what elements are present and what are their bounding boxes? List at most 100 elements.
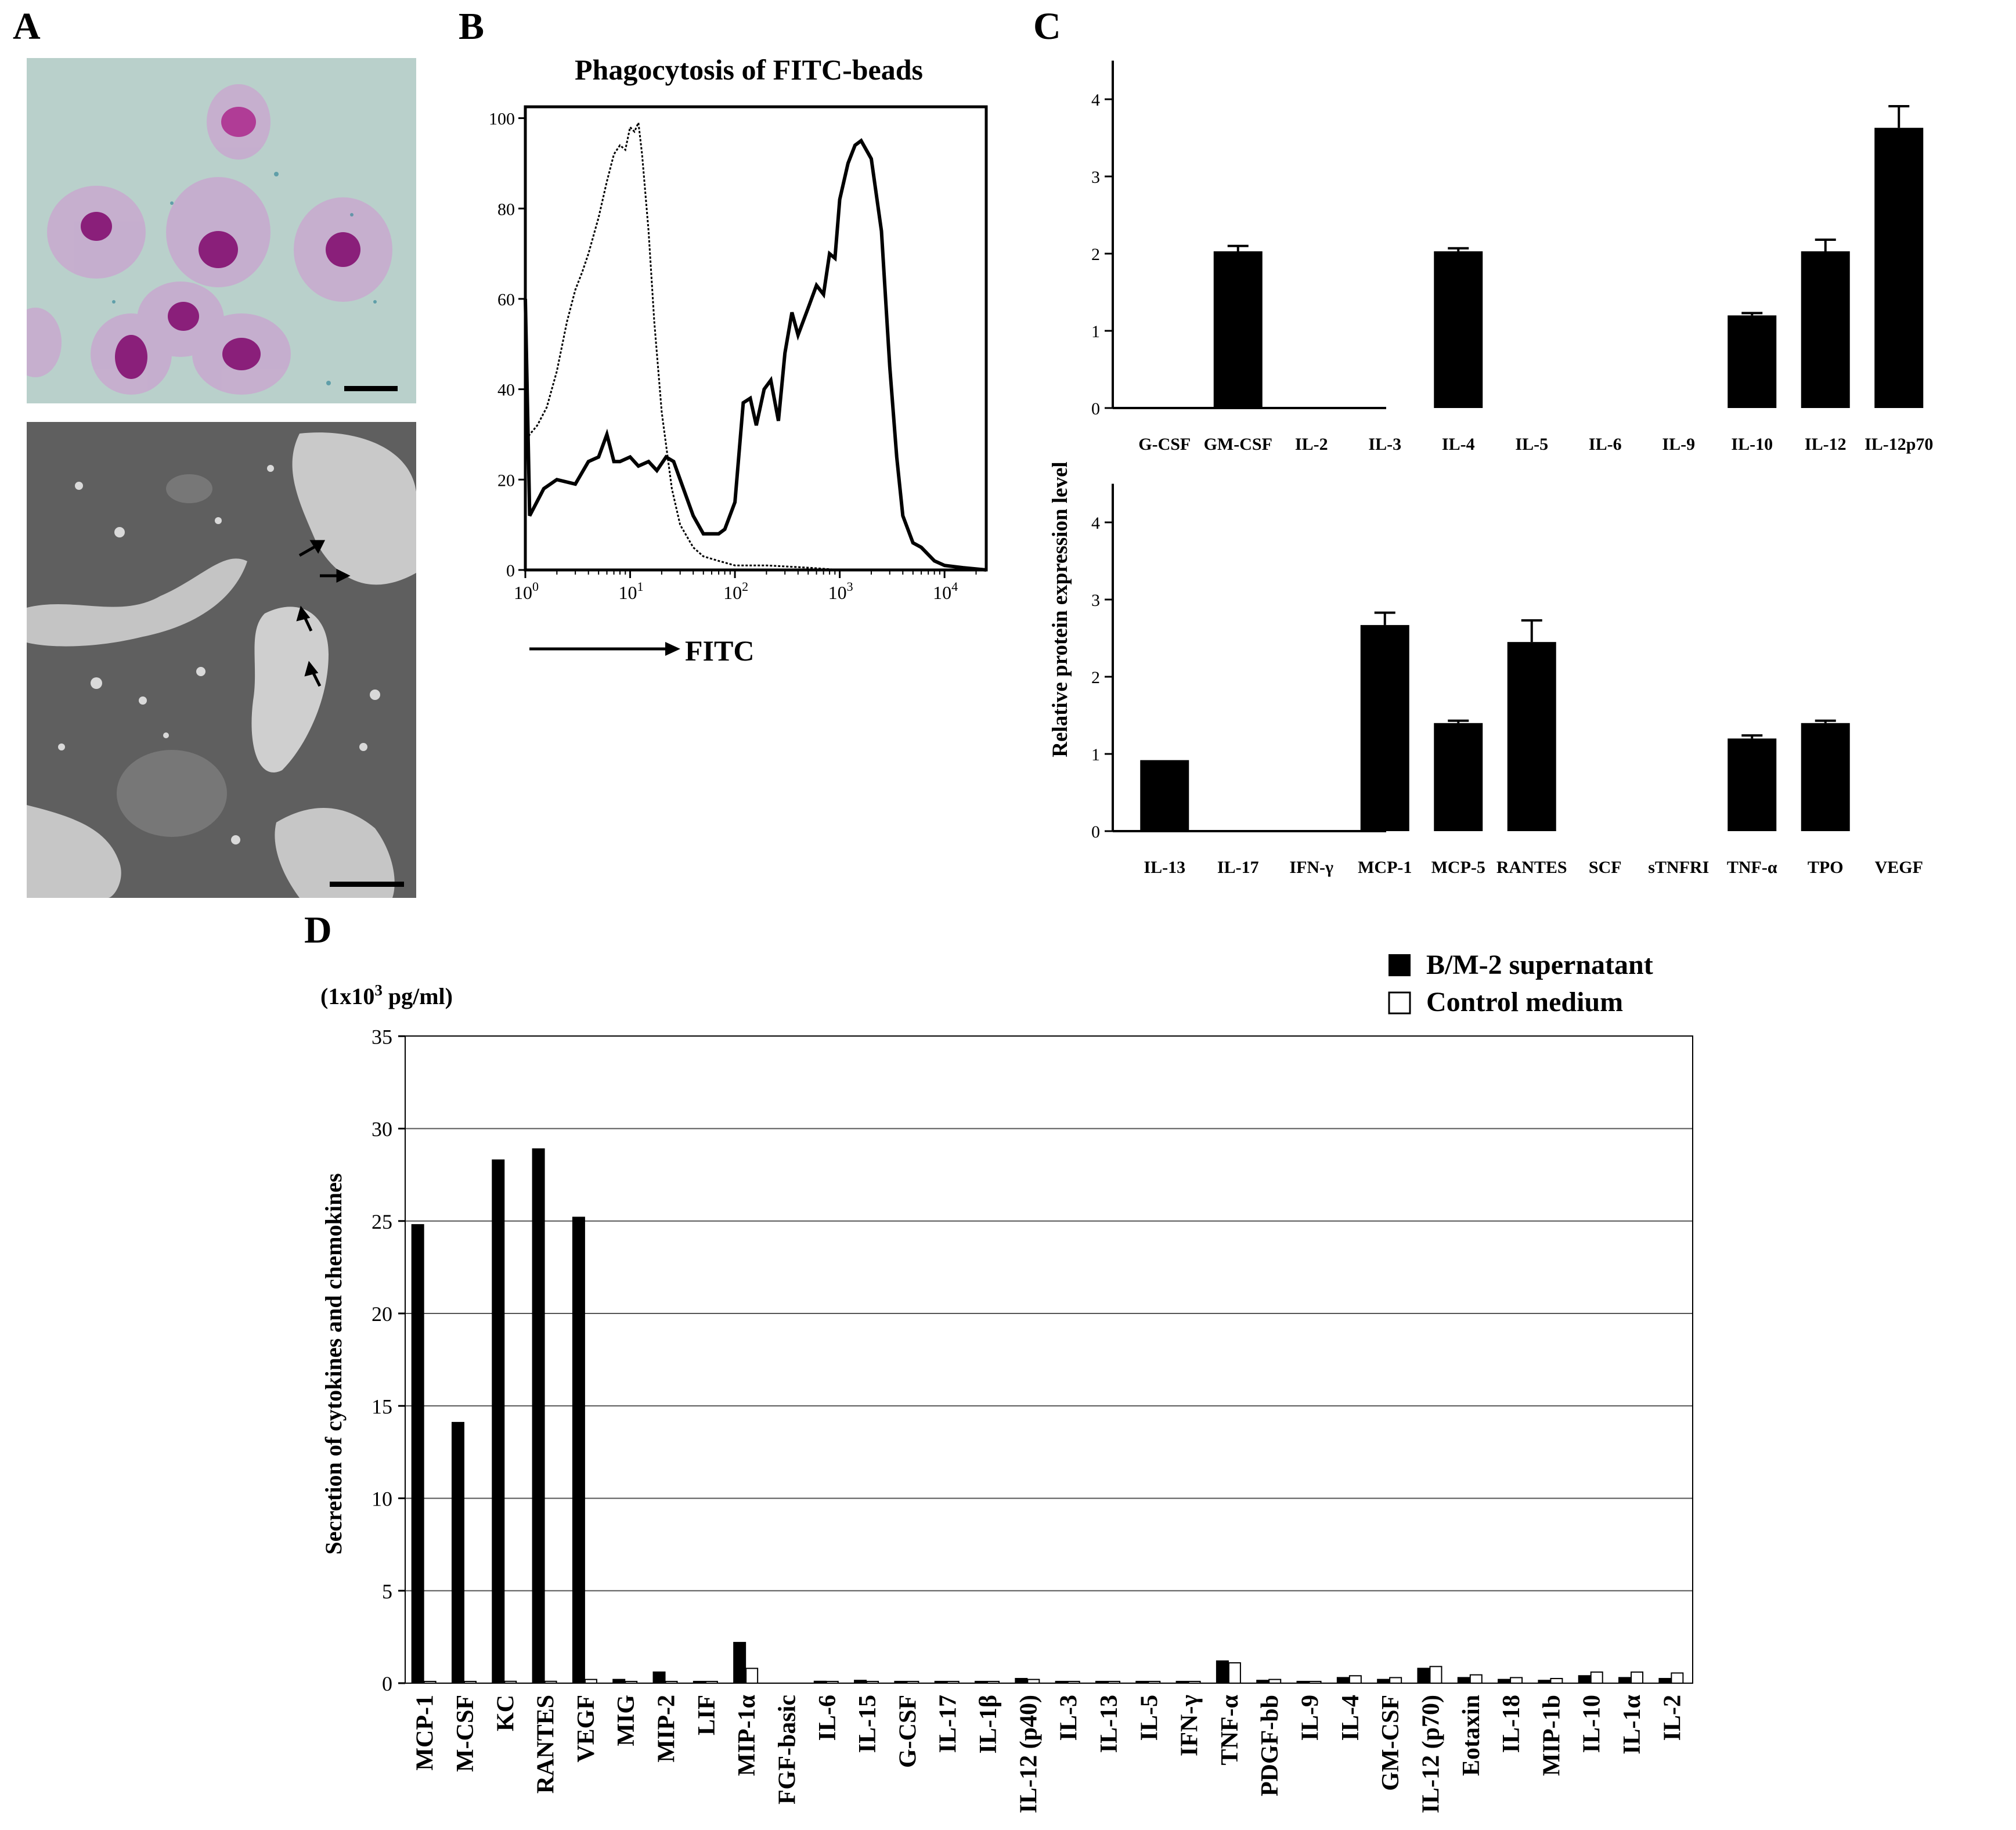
d-category-label: MIP-2 (654, 1695, 680, 1763)
histogram-y-tick-label: 0 (506, 561, 515, 580)
d-category-label: IL-5 (1136, 1695, 1163, 1741)
d-y-tick-label: 20 (372, 1302, 392, 1326)
c-category-label: IL-9 (1662, 435, 1695, 454)
d-bar-control (1550, 1678, 1563, 1684)
panel-label-d: D (304, 909, 332, 951)
d-category-label: IL-1β (975, 1695, 1002, 1753)
d-category-label: MCP-1 (412, 1695, 439, 1771)
d-bar-control (1429, 1666, 1442, 1684)
d-bar-control (625, 1681, 638, 1684)
d-y-tick-label: 35 (372, 1025, 392, 1048)
d-category-label: RANTES (533, 1695, 560, 1793)
d-bar-supernatant (1296, 1681, 1310, 1684)
d-bar-supernatant (1578, 1675, 1591, 1684)
d-bar-supernatant (572, 1217, 585, 1684)
d-bar-control (1107, 1681, 1120, 1684)
d-category-label: IFN-γ (1177, 1695, 1203, 1756)
histogram-y-tick-label: 60 (497, 290, 515, 309)
d-bar-control (1469, 1674, 1483, 1684)
d-category-label: MIG (613, 1695, 640, 1746)
c-category-label: IL-17 (1217, 858, 1259, 877)
d-bar-supernatant (934, 1681, 947, 1684)
histogram-y-tick-label: 100 (489, 110, 515, 129)
histogram-y-axis: 0 20 40 60 80 100 (489, 110, 525, 580)
c-bar (1434, 251, 1483, 408)
d-category-label: IL-4 (1337, 1695, 1364, 1741)
c-category-label: IL-12 (1805, 435, 1847, 454)
d-bar-control (1671, 1672, 1684, 1684)
d-bar-control (1027, 1679, 1040, 1684)
c-y-tick-label: 2 (1091, 668, 1100, 687)
c-category-label: G-CSF (1138, 435, 1191, 454)
d-bar-supernatant (1095, 1681, 1108, 1684)
d-bar-control (1268, 1679, 1282, 1684)
c-category-label: MCP-1 (1358, 858, 1412, 877)
d-category-label: IL-12 (p70) (1418, 1695, 1444, 1813)
c-category-label: TNF-α (1727, 858, 1777, 877)
d-bar-control (906, 1681, 919, 1684)
d-category-label: VEGF (573, 1695, 600, 1763)
histogram-x-tick-label: 101 (619, 579, 644, 603)
d-bar-control (866, 1681, 879, 1684)
d-bar-control (584, 1679, 597, 1684)
histogram-x-tick-exp: 2 (742, 579, 748, 594)
d-bar-supernatant (1538, 1680, 1551, 1684)
d-bar-supernatant (975, 1681, 988, 1684)
d-bar-control (544, 1680, 557, 1684)
d-bar-control (1631, 1671, 1644, 1684)
histogram-x-tick-label: 103 (828, 579, 853, 603)
d-bar-control (504, 1680, 517, 1684)
d-bar-control (1148, 1681, 1161, 1684)
d-bar-supernatant (411, 1224, 424, 1684)
d-bar-supernatant (532, 1148, 545, 1684)
d-bar-supernatant (854, 1680, 867, 1684)
d-bar-supernatant (1618, 1677, 1632, 1684)
stained-cells-micrograph (27, 58, 416, 403)
legend-swatch-control (1388, 991, 1411, 1015)
d-bar-supernatant (1055, 1681, 1068, 1684)
d-category-label: IL-17 (935, 1695, 962, 1753)
electron-micrograph (27, 422, 416, 898)
d-y-tick-label: 25 (372, 1210, 392, 1233)
d-bar-supernatant (1216, 1660, 1229, 1684)
legend-swatch-supernatant (1389, 954, 1411, 976)
d-y-axis-label: Secretion of cytokines and chemokines (320, 1173, 347, 1554)
c-y-tick-label: 1 (1091, 322, 1100, 341)
c-top-chart: 0 1 2 3 4 G-CSF GM-CSF IL-2 IL-3 IL-4 IL-5 IL-6 IL-9… (1091, 60, 1933, 454)
d-bar-supernatant (1015, 1678, 1028, 1684)
d-bar-supernatant (813, 1680, 827, 1684)
d-unit-prefix: (1x10 (320, 983, 374, 1009)
c-category-label: IL-5 (1515, 435, 1548, 454)
c-y-tick-label: 3 (1091, 591, 1100, 610)
d-category-label: KC (492, 1695, 519, 1731)
d-bar-supernatant (1256, 1680, 1270, 1684)
d-bar-control (665, 1681, 678, 1684)
d-y-tick-label: 30 (372, 1118, 392, 1141)
stained-cells-drawing (27, 84, 392, 395)
panel-label-c: C (1033, 5, 1061, 48)
d-bar-supernatant (492, 1159, 505, 1684)
d-bars (411, 1148, 1684, 1684)
d-bar-supernatant (1175, 1681, 1189, 1684)
c-bar (1874, 128, 1924, 408)
d-category-label: MIP-1α (734, 1694, 760, 1776)
histogram-x-tick-exp: 3 (847, 579, 853, 594)
c-category-label: sTNFRI (1648, 858, 1709, 877)
d-category-label: IL-18 (1498, 1695, 1525, 1753)
d-category-label: IL-12 (p40) (1015, 1695, 1042, 1813)
c-bar (1728, 738, 1777, 831)
d-category-label: IL-10 (1579, 1695, 1606, 1753)
histogram-x-tick-base: 10 (723, 582, 742, 603)
c-category-label: TPO (1808, 858, 1844, 877)
d-bar-supernatant (1417, 1667, 1430, 1684)
d-x-axis: MCP-1 M-CSF KC RANTES VEGF MIG MIP-2 LIF MIP-1α F… (412, 1694, 1686, 1813)
d-y-axis: 0 5 10 15 20 25 30 35 (372, 1025, 405, 1695)
control-histogram-line (524, 119, 986, 571)
c-bar (1801, 251, 1850, 408)
d-bar-control (1389, 1677, 1402, 1684)
histogram-x-tick-base: 10 (619, 582, 637, 603)
c-bar (1213, 251, 1263, 408)
d-unit-label: (1x103 pg/ml) (320, 981, 453, 1009)
c-y-tick-label: 4 (1091, 91, 1100, 110)
